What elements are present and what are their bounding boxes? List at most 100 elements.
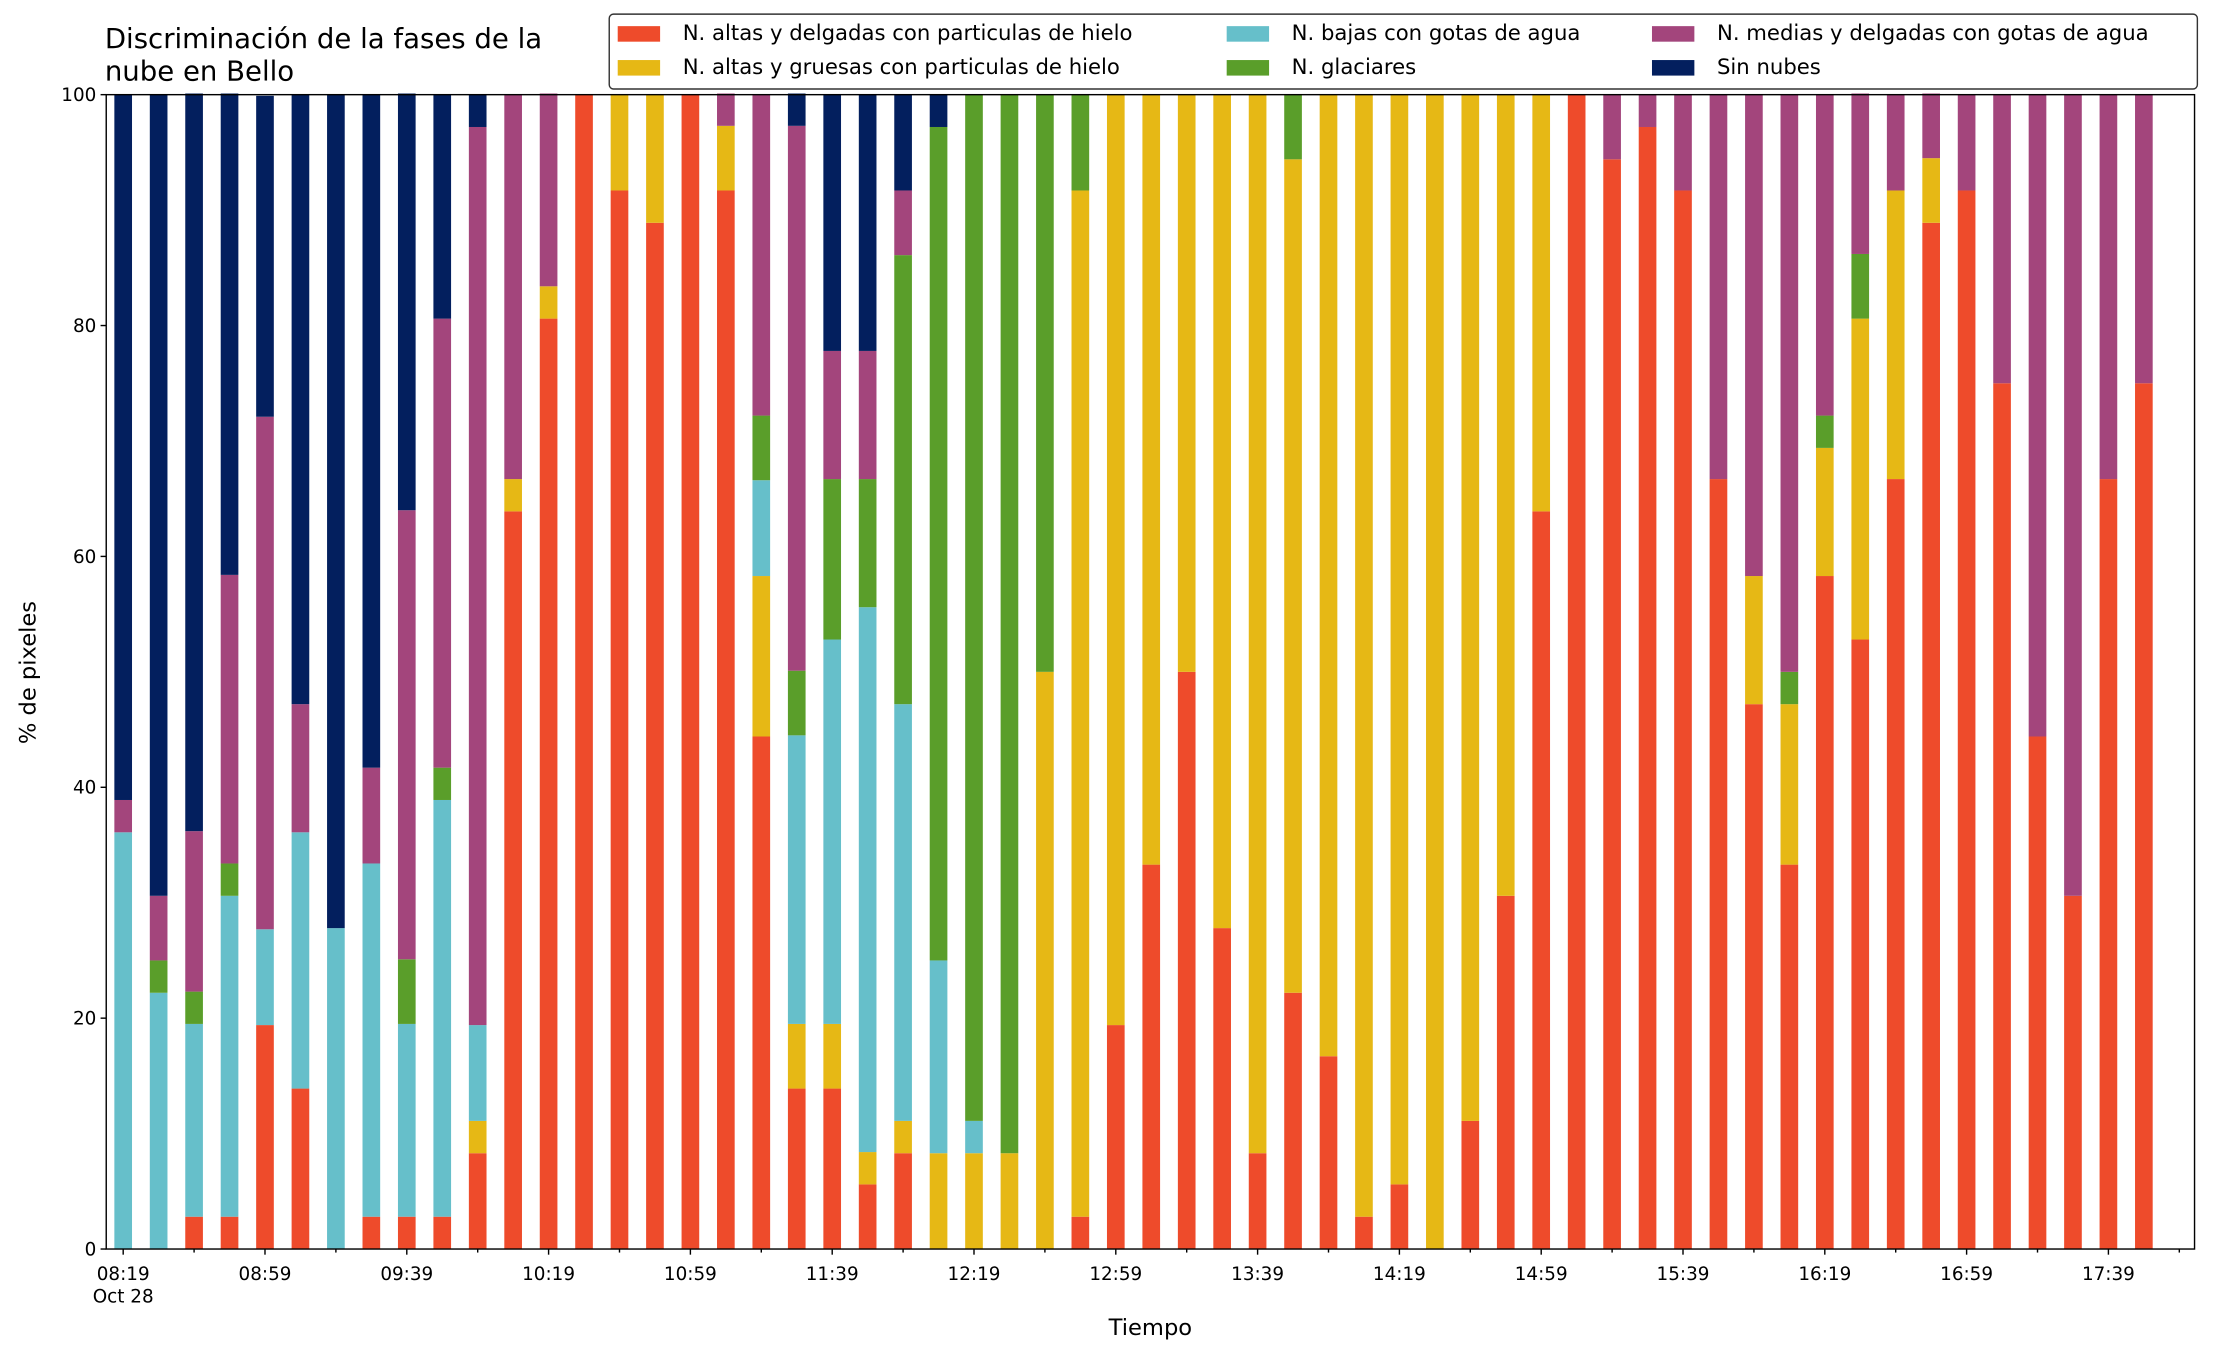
bar-segment xyxy=(1213,94,1231,929)
bar-segment xyxy=(1851,93,1870,254)
bar-segment xyxy=(220,1216,239,1250)
bar-segment xyxy=(2099,94,2118,480)
bar-segment xyxy=(1284,992,1302,1250)
bar-segment xyxy=(894,255,912,705)
bar-segment xyxy=(717,125,735,191)
x-tick-label: 10:59 xyxy=(664,1264,717,1285)
bar-segment xyxy=(1319,94,1338,1057)
bar-segment xyxy=(1496,94,1515,896)
bar-segment xyxy=(1355,94,1373,1217)
bar-segment xyxy=(1036,94,1054,672)
bar-segment xyxy=(752,576,771,737)
y-tick-label: 60 xyxy=(73,547,96,568)
bar-segment xyxy=(1319,1056,1338,1250)
legend-swatch xyxy=(1226,26,1270,42)
bar-segment xyxy=(1674,190,1692,1250)
bar-segment xyxy=(646,94,664,223)
bar-segment xyxy=(1071,94,1090,191)
bar-segment xyxy=(681,94,700,1250)
bar-segment xyxy=(2135,94,2153,384)
bar-segment xyxy=(858,94,877,351)
bar-segment xyxy=(397,959,416,1024)
bar-segment xyxy=(1496,895,1515,1250)
bar-segment xyxy=(114,832,133,1250)
bar-segment xyxy=(2064,895,2082,1250)
bar-segment xyxy=(858,607,877,1153)
x-tick-label: 14:59 xyxy=(1515,1264,1568,1285)
bar-segment xyxy=(468,1120,487,1154)
bar-segment xyxy=(220,863,239,896)
bar-segment xyxy=(787,735,806,1024)
bar-segment xyxy=(2028,736,2047,1250)
bar-segment xyxy=(929,960,948,1154)
bar-segment xyxy=(1780,671,1799,705)
bar-segment xyxy=(433,318,452,768)
bar-segment xyxy=(752,415,771,481)
bar-segment xyxy=(1177,671,1196,1250)
bar-segment xyxy=(858,479,877,608)
bar-segment xyxy=(752,736,771,1250)
chart-title: Discriminación de la fases de la nube en… xyxy=(104,22,543,88)
legend-swatch xyxy=(1651,60,1695,76)
bar-segment xyxy=(1000,94,1019,1154)
legend-swatch xyxy=(617,26,661,42)
x-tick-label: 08:59 xyxy=(239,1264,292,1285)
bar-segment xyxy=(468,1025,487,1121)
bar-segment xyxy=(929,94,948,127)
bar-segment xyxy=(1957,94,1976,191)
bar-segment xyxy=(149,94,168,896)
bar-segment xyxy=(894,1120,912,1154)
bar-segment xyxy=(1071,190,1090,1217)
bar-segment xyxy=(291,832,310,1089)
bar-segment xyxy=(965,1153,983,1250)
bar-segment xyxy=(468,94,487,127)
bar-segment xyxy=(149,895,168,961)
bar-segment xyxy=(929,1153,948,1250)
bar-segment xyxy=(539,286,558,319)
bar-segment xyxy=(362,1216,381,1250)
y-tick-label: 40 xyxy=(73,778,96,799)
bar-segment xyxy=(1142,94,1161,865)
bar-segment xyxy=(610,190,629,1250)
bar-segment xyxy=(1461,1120,1480,1250)
bar-segment xyxy=(1567,94,1586,1250)
x-tick-label: 16:19 xyxy=(1798,1264,1851,1285)
bar-segment xyxy=(787,670,806,736)
bar-segment xyxy=(1638,126,1657,1250)
bar-segment xyxy=(1106,94,1125,1026)
bar-segment xyxy=(1709,479,1728,1250)
bar-segment xyxy=(468,1153,487,1250)
bar-segment xyxy=(1886,94,1905,191)
x-tick-label: 16:59 xyxy=(1940,1264,1993,1285)
legend-label: N. medias y delgadas con gotas de agua xyxy=(1717,20,2149,45)
bar-segment xyxy=(1426,94,1444,1250)
bar-segment xyxy=(1815,576,1834,1250)
bar-segment xyxy=(1815,94,1834,416)
y-axis-label: % de pixeles xyxy=(16,601,42,744)
bar-segment xyxy=(362,94,381,768)
bar-segment xyxy=(1213,928,1231,1250)
legend-label: N. bajas con gotas de agua xyxy=(1292,20,1581,45)
bar-segment xyxy=(1461,94,1480,1121)
bar-segment xyxy=(1355,1216,1373,1250)
bar-segment xyxy=(894,1153,912,1250)
bar-segment xyxy=(1957,190,1976,1250)
x-tick-label: 12:59 xyxy=(1089,1264,1142,1285)
bar-segment xyxy=(1674,94,1692,191)
bar-segment xyxy=(327,94,345,929)
y-tick-label: 20 xyxy=(73,1009,96,1030)
bar-segment xyxy=(362,863,381,1217)
bar-segment xyxy=(1248,1153,1267,1250)
bar-segment xyxy=(787,125,806,671)
bar-segment xyxy=(787,1023,806,1089)
x-tick-label: 11:39 xyxy=(806,1264,859,1285)
bar-segment xyxy=(610,94,629,191)
bar-segment xyxy=(539,318,558,1250)
bar-segment xyxy=(1390,94,1409,1185)
bar-segment xyxy=(787,93,806,126)
legend-label: N. altas y delgadas con particulas de hi… xyxy=(683,20,1133,45)
bar-segment xyxy=(1284,94,1302,160)
bar-segment xyxy=(1177,94,1196,672)
bar-segment xyxy=(256,1025,274,1250)
